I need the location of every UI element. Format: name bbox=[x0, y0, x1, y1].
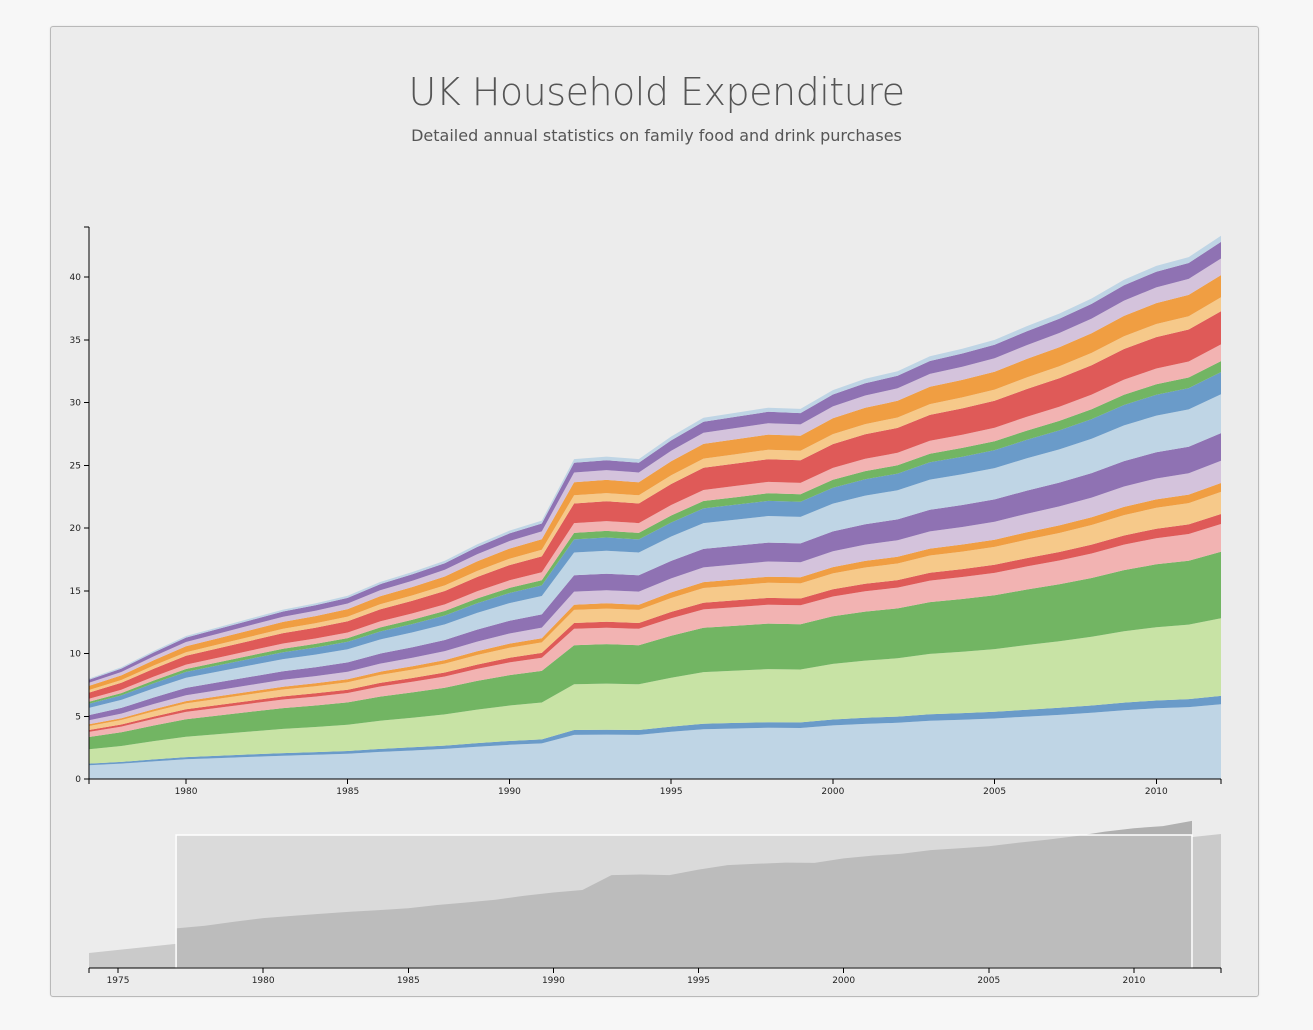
area-layer-4 bbox=[89, 551, 1221, 750]
overview-x-tick-label: 2000 bbox=[832, 976, 855, 986]
x-tick-label: 1980 bbox=[175, 787, 198, 797]
area-layer-2 bbox=[89, 695, 1221, 766]
area-layer-17 bbox=[89, 275, 1221, 690]
x-tick: 1995 bbox=[660, 779, 683, 797]
y-tick: 40 bbox=[70, 273, 89, 283]
overview-x-tick-label: 2005 bbox=[977, 976, 1000, 986]
overview-x-tick-label: 1975 bbox=[107, 976, 130, 986]
x-axis: 1980 1985 1990 1995 2000 2005 2010 bbox=[88, 778, 1222, 797]
y-tick: 15 bbox=[70, 587, 89, 597]
y-tick-label: 0 bbox=[75, 775, 81, 785]
overview-x-tick: 1980 bbox=[252, 968, 275, 986]
area-layer-14 bbox=[89, 344, 1221, 702]
y-tick-label: 5 bbox=[75, 712, 81, 722]
overview-x-tick: 2010 bbox=[1122, 968, 1146, 986]
brush-selection[interactable] bbox=[175, 834, 1193, 969]
x-tick-label: 2010 bbox=[1145, 787, 1168, 797]
y-axis: 0 5 10 15 20 25 30 35 40 bbox=[70, 226, 90, 785]
area-layer-7 bbox=[89, 491, 1221, 730]
area-layer-9 bbox=[89, 460, 1221, 725]
area-layer-3 bbox=[89, 618, 1221, 764]
area-layer-11 bbox=[89, 394, 1221, 716]
overview-x-tick-label: 2010 bbox=[1122, 976, 1145, 986]
area-layer-10 bbox=[89, 433, 1221, 721]
area-layer-15 bbox=[89, 311, 1221, 699]
y-tick-label: 40 bbox=[70, 273, 82, 283]
x-tick: 1985 bbox=[336, 779, 359, 797]
x-tick: 1980 bbox=[175, 779, 198, 797]
y-tick-label: 35 bbox=[70, 336, 81, 346]
overview-x-tick: 2000 bbox=[832, 968, 855, 986]
overview-x-tick-label: 1980 bbox=[252, 976, 275, 986]
overview-x-tick: 1995 bbox=[687, 968, 710, 986]
y-tick: 35 bbox=[70, 336, 89, 346]
y-tick: 20 bbox=[70, 524, 89, 534]
area-layer-6 bbox=[89, 514, 1221, 732]
y-tick-label: 25 bbox=[70, 461, 81, 471]
x-tick-label: 2005 bbox=[983, 787, 1006, 797]
y-tick-label: 20 bbox=[70, 524, 82, 534]
y-tick-label: 30 bbox=[70, 399, 82, 409]
x-tick-label: 1985 bbox=[336, 787, 359, 797]
brush-handle-right[interactable] bbox=[1189, 835, 1195, 968]
page-title: UK Household Expenditure bbox=[408, 70, 905, 114]
area-layer-1 bbox=[89, 704, 1221, 779]
overview-x-tick: 1975 bbox=[107, 968, 130, 986]
x-tick: 2010 bbox=[1145, 779, 1168, 797]
y-tick: 25 bbox=[70, 461, 89, 471]
x-tick: 2000 bbox=[821, 779, 845, 797]
overview-x-tick-label: 1990 bbox=[542, 976, 565, 986]
overview-x-tick-label: 1985 bbox=[397, 976, 420, 986]
area-layer-5 bbox=[89, 524, 1221, 737]
brush-handle-left[interactable] bbox=[173, 835, 179, 968]
stacked-area-layers bbox=[89, 235, 1221, 779]
area-layer-12 bbox=[89, 372, 1221, 708]
x-tick-label: 1995 bbox=[660, 787, 683, 797]
overview-x-tick: 1990 bbox=[542, 968, 565, 986]
overview-context-chart: 1975 1980 1985 1990 1995 2000 2005 2010 bbox=[88, 820, 1222, 986]
y-tick: 30 bbox=[70, 399, 89, 409]
y-tick-label: 15 bbox=[70, 587, 81, 597]
overview-x-tick-label: 1995 bbox=[687, 976, 710, 986]
y-tick: 0 bbox=[75, 775, 89, 785]
x-tick: 1990 bbox=[498, 779, 521, 797]
y-tick: 5 bbox=[75, 712, 89, 722]
overview-x-tick: 1985 bbox=[397, 968, 420, 986]
x-tick-label: 2000 bbox=[821, 787, 844, 797]
x-tick: 2005 bbox=[983, 779, 1006, 797]
overview-x-tick: 2005 bbox=[977, 968, 1000, 986]
page-subtitle: Detailed annual statistics on family foo… bbox=[411, 126, 902, 145]
x-tick-label: 1990 bbox=[498, 787, 521, 797]
y-tick-label: 10 bbox=[70, 650, 82, 660]
y-tick: 10 bbox=[70, 650, 89, 660]
